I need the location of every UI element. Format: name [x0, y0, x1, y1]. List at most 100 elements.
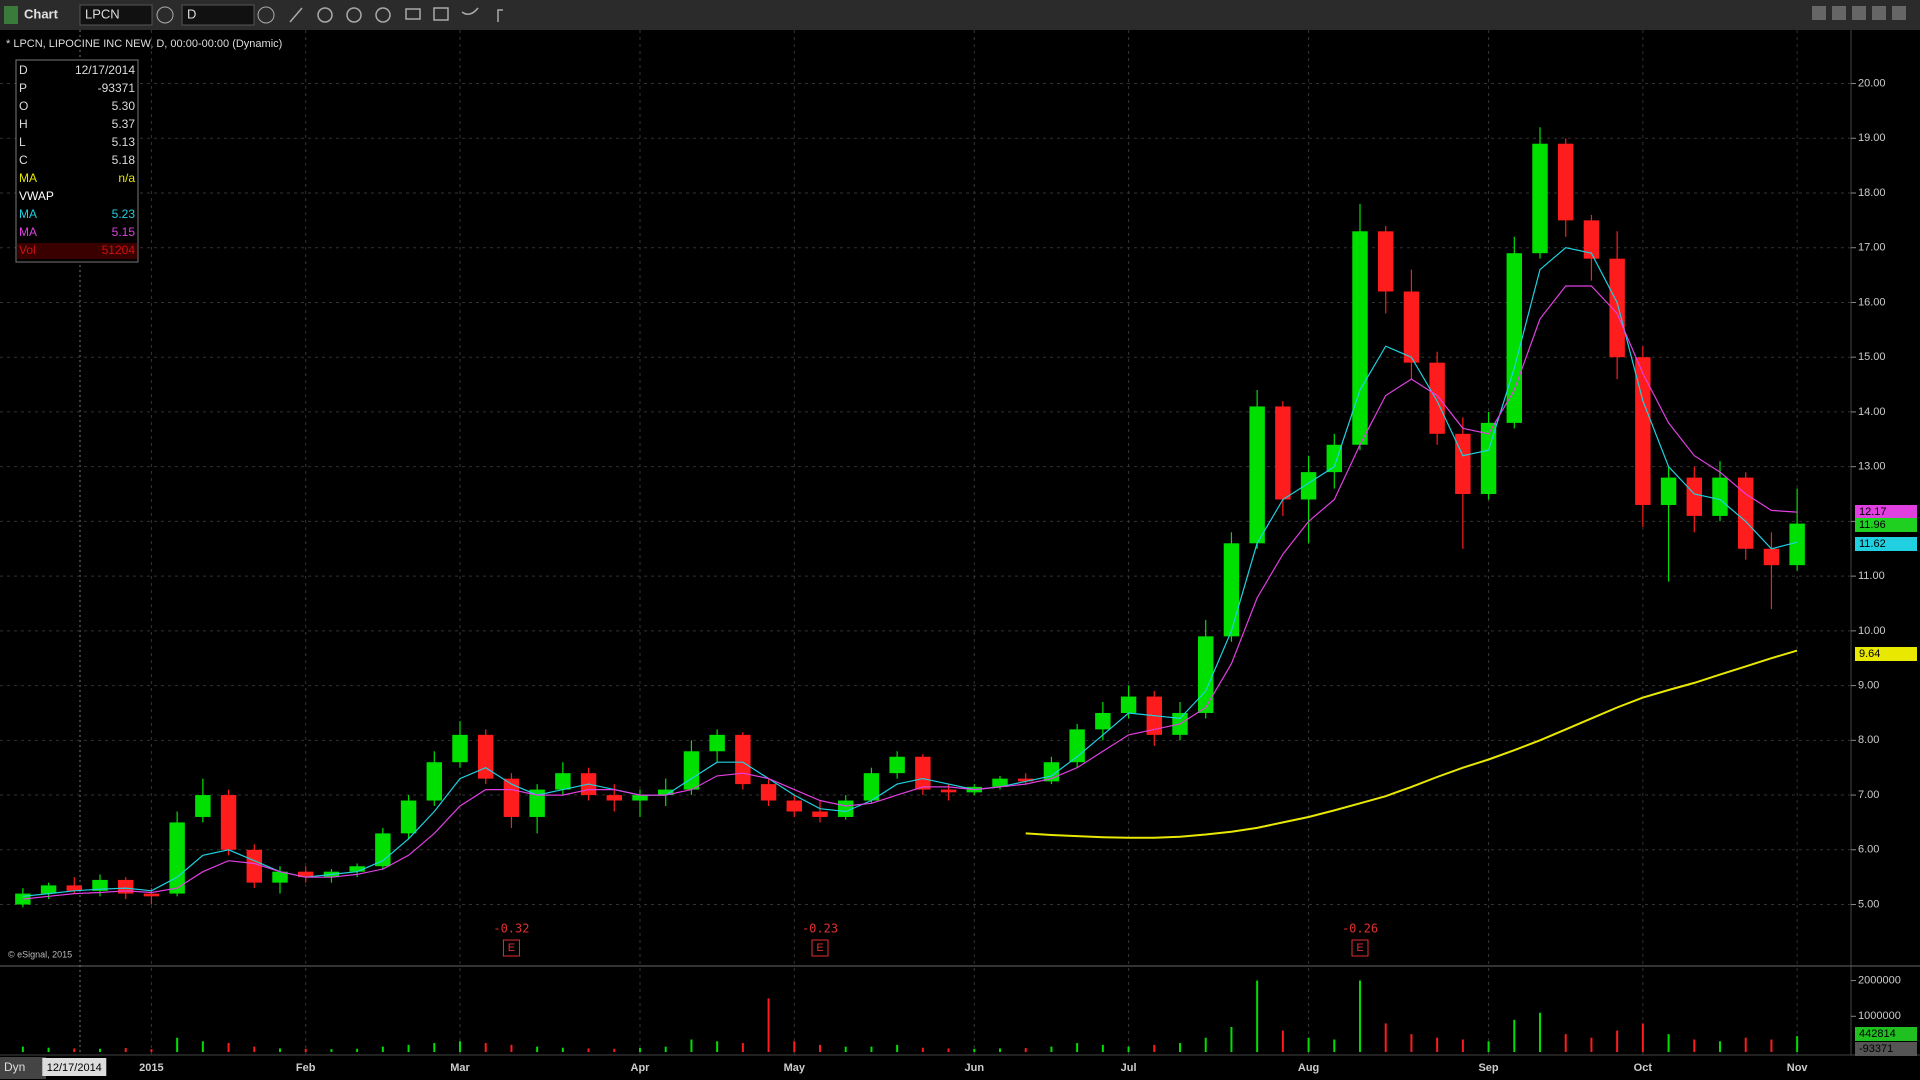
zoom-tool[interactable] [375, 7, 391, 23]
volume-bar [1770, 1039, 1773, 1052]
volume-bar [741, 1043, 744, 1052]
mode-button[interactable] [0, 1057, 46, 1079]
candle-body [786, 800, 802, 812]
volume-bar [459, 1041, 461, 1052]
info-key: VWAP [19, 189, 54, 203]
symbol-search[interactable] [156, 6, 174, 24]
candle-body [143, 893, 160, 897]
draw-tool[interactable] [289, 7, 303, 23]
volume-bar [1436, 1037, 1439, 1052]
eraser-tool[interactable] [405, 8, 421, 20]
candle-body [1609, 258, 1625, 358]
candle-body [632, 795, 648, 801]
volume-bar [1539, 1012, 1541, 1052]
candle-body [992, 778, 1008, 787]
volume-bar [176, 1037, 179, 1052]
volume-bar [1281, 1030, 1284, 1052]
candle-body [555, 773, 571, 790]
candle-body [1738, 477, 1754, 549]
window-menu-button[interactable] [1832, 6, 1846, 20]
volume-bar [1616, 1030, 1619, 1052]
candle-body [1275, 406, 1291, 500]
candle-body [40, 885, 57, 894]
y-tick-label: 19.00 [1858, 132, 1886, 144]
candle-body [760, 784, 777, 801]
refresh-tool[interactable] [317, 7, 333, 23]
volume-bar [1333, 1039, 1336, 1052]
volume-bar [484, 1043, 487, 1052]
volume-bar [47, 1047, 50, 1052]
y-tick-label: 15.00 [1858, 351, 1886, 363]
axis-value-marker [1855, 647, 1917, 661]
maximize-button[interactable] [1872, 6, 1886, 20]
candle-body [272, 871, 288, 883]
symbol-input[interactable] [79, 4, 153, 26]
facebook-tool[interactable] [497, 9, 503, 22]
axis-value-marker [1855, 518, 1917, 532]
chart-title: * LPCN, LIPOCINE INC NEW, D, 00:00-00:00… [6, 38, 282, 50]
moving-average [22, 247, 1798, 897]
volume-bar [639, 1048, 641, 1052]
info-key: H [19, 117, 28, 131]
volume-bar [1050, 1046, 1053, 1052]
x-tick-label: Oct [1634, 1062, 1653, 1074]
grid-layer: 5.006.007.008.009.0010.0011.0012.0013.00… [0, 30, 1901, 1076]
candle-body [1532, 143, 1548, 254]
y-tick-label: 11.00 [1858, 570, 1885, 582]
info-key: C [19, 153, 28, 167]
volume-bar [561, 1047, 564, 1052]
volume-tick-label: 1000000 [1858, 1010, 1901, 1022]
earnings-icon [1351, 939, 1369, 957]
candle-body [606, 795, 622, 801]
y-tick-label: 13.00 [1858, 461, 1886, 473]
interval-search[interactable] [257, 6, 275, 24]
volume-bar [587, 1048, 590, 1052]
volume-bar [124, 1048, 127, 1052]
info-value: 5.30 [112, 99, 136, 113]
volume-bar [690, 1039, 693, 1052]
play-tool[interactable] [346, 7, 362, 23]
candle-body [683, 751, 700, 790]
info-value: 5.13 [112, 135, 136, 149]
candle-body [1300, 472, 1317, 500]
chart-icon [4, 6, 18, 24]
volume-bar [1796, 1036, 1799, 1052]
y-tick-label: 9.00 [1858, 680, 1879, 692]
candle-body [92, 879, 108, 891]
candle-body [1763, 548, 1780, 566]
help-button[interactable] [1812, 6, 1826, 20]
mode-text: Dyn [4, 1060, 25, 1074]
minimize-button[interactable] [1852, 6, 1866, 20]
candle-body [400, 800, 417, 834]
info-value: 5.18 [112, 153, 136, 167]
candle-body [478, 734, 494, 779]
interval-input[interactable] [181, 4, 255, 26]
close-button[interactable] [1892, 6, 1906, 20]
candle-body [658, 789, 674, 796]
volume-bar [407, 1044, 410, 1052]
volume-bar [150, 1049, 153, 1052]
cursor-date: 12/17/2014 [47, 1062, 102, 1074]
volume-bar [793, 1041, 796, 1052]
info-value: 5.15 [112, 225, 136, 239]
axis-value-label: 442814 [1859, 1028, 1896, 1040]
comment-tool[interactable] [433, 7, 449, 21]
axis-value-marker [1855, 537, 1917, 551]
volume-bar [1487, 1041, 1490, 1052]
earnings-label: -0.32 [493, 922, 529, 936]
info-value: n/a [118, 171, 135, 185]
volume-bar [304, 1048, 307, 1052]
info-value: 51204 [102, 243, 136, 257]
info-key: O [19, 99, 28, 113]
axis-value-marker [1855, 1042, 1917, 1056]
axis-value-marker [1855, 1027, 1917, 1041]
x-tick-label: Sep [1478, 1062, 1498, 1074]
volume-bar [330, 1049, 333, 1052]
twitter-tool[interactable] [461, 7, 479, 15]
volume-bar [921, 1047, 924, 1052]
volume-tick-label: 2000000 [1858, 974, 1901, 986]
volume-bar [21, 1046, 24, 1052]
axis-value-marker [1855, 505, 1917, 519]
